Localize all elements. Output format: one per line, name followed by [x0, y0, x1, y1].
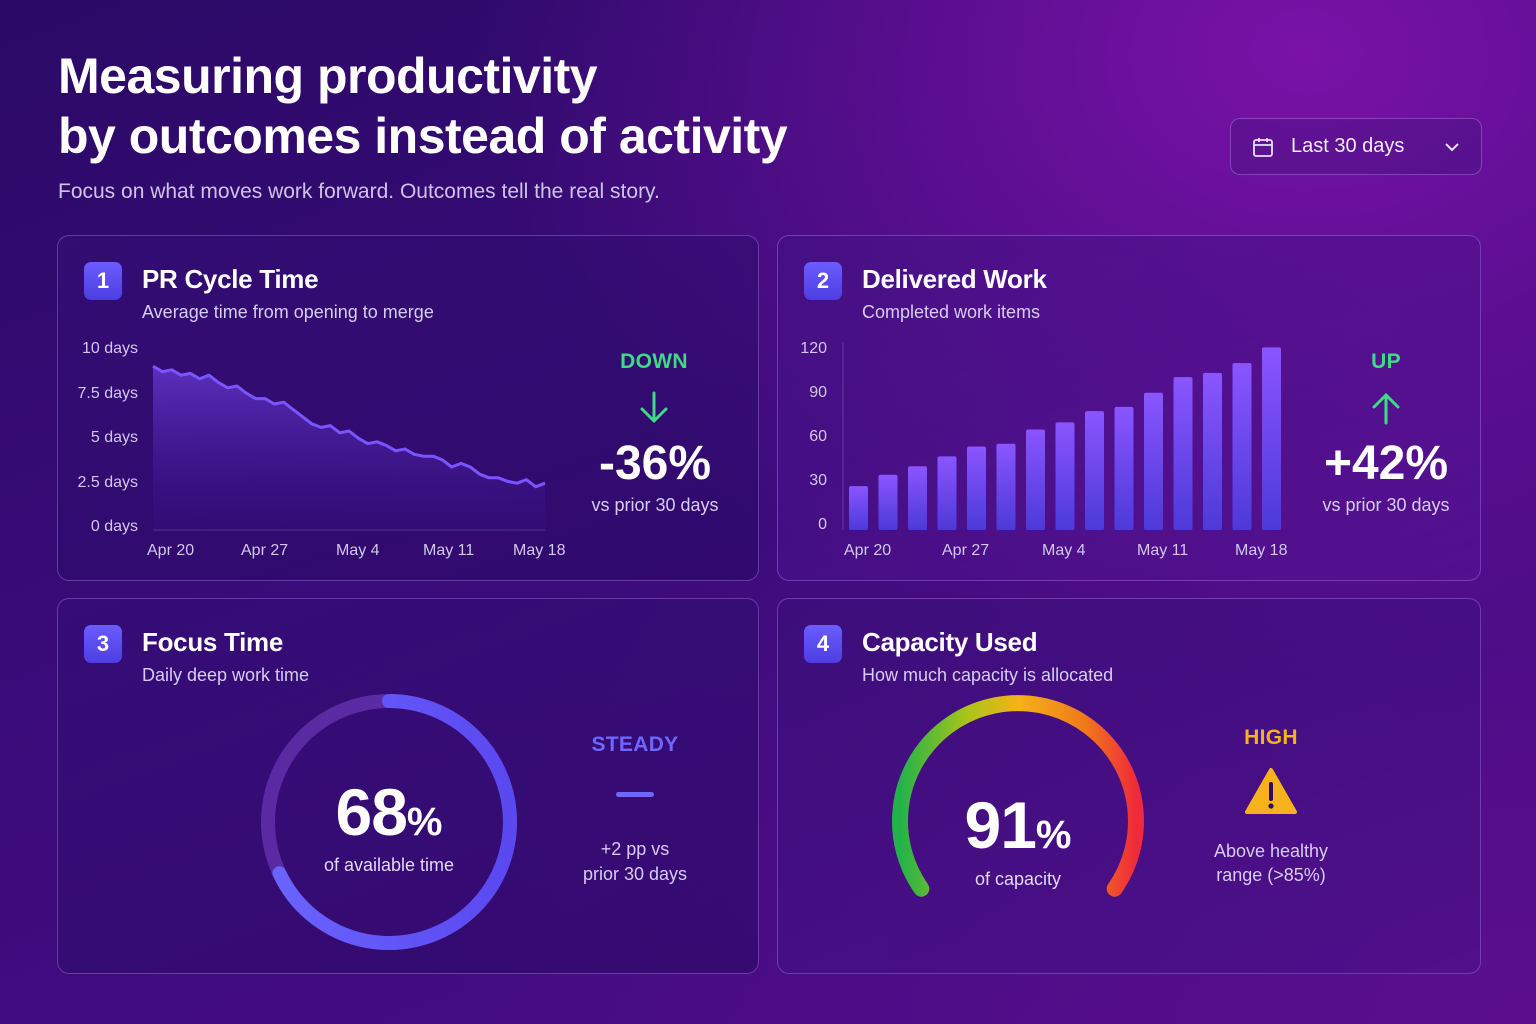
bar — [1026, 429, 1045, 530]
x-tick-label: Apr 20 — [147, 542, 195, 559]
y-tick-label: 5 days — [90, 429, 138, 446]
trend-note-line-2: prior 30 days — [582, 864, 688, 884]
bar — [1232, 363, 1252, 530]
trend-label: DOWN — [620, 350, 688, 373]
delivered-work-card: 2 Delivered Work Completed work items 12… — [777, 235, 1481, 581]
arrow-up-icon — [1372, 393, 1400, 425]
bar — [878, 474, 898, 530]
pr-cycle-area-chart — [152, 364, 546, 531]
y-tick-label: 7.5 days — [77, 385, 138, 402]
capacity-used-card: 4 Capacity Used How much capacity is all… — [777, 598, 1481, 974]
card-title: Focus Time — [142, 627, 284, 657]
bar — [1114, 406, 1134, 530]
focus-value: 68% — [258, 774, 520, 850]
y-tick-label: 60 — [809, 428, 827, 445]
y-tick-label: 120 — [800, 340, 827, 357]
arrow-down-icon — [640, 391, 668, 423]
capacity-value: 91% — [888, 787, 1148, 863]
bar — [937, 456, 957, 530]
bar — [1262, 347, 1281, 530]
x-tick-label: Apr 27 — [241, 542, 289, 559]
steady-dash-icon — [616, 792, 654, 797]
page-title-line-2: by outcomes instead of activity — [58, 108, 788, 164]
page-title: Measuring productivity by outcomes inste… — [58, 46, 788, 166]
bar — [1055, 422, 1075, 530]
trend-note-line-1: +2 pp vs — [600, 839, 670, 859]
card-number-badge: 1 — [84, 262, 122, 300]
x-tick-label: May 18 — [513, 542, 566, 559]
trend-note: vs prior 30 days — [1322, 495, 1450, 515]
trend-note-line-1: Above healthy — [1213, 841, 1329, 861]
x-tick-label: May 4 — [1042, 542, 1086, 559]
card-number-badge: 3 — [84, 625, 122, 663]
bar — [967, 446, 986, 530]
x-tick-label: May 4 — [336, 542, 380, 559]
trend-note: vs prior 30 days — [591, 495, 719, 515]
bar — [1085, 411, 1104, 530]
card-title: Capacity Used — [862, 627, 1038, 657]
focus-value-note: of available time — [323, 855, 455, 875]
warning-icon — [1245, 768, 1297, 814]
card-subtitle: Completed work items — [862, 302, 1041, 322]
donut-value-arc — [261, 694, 517, 950]
y-tick-label: 90 — [809, 384, 827, 401]
area-line — [152, 364, 546, 489]
focus-time-card: 3 Focus Time Daily deep work time 68% of… — [57, 598, 759, 974]
card-subtitle: Average time from opening to merge — [142, 302, 434, 322]
x-tick-label: May 18 — [1235, 542, 1288, 559]
pr-cycle-time-card: 1 PR Cycle Time Average time from openin… — [57, 235, 759, 581]
capacity-value-note: of capacity — [974, 869, 1062, 889]
bar — [1144, 392, 1163, 530]
page-title-line-1: Measuring productivity — [58, 48, 598, 104]
capacity-value-number: 91 — [964, 788, 1037, 862]
card-number-badge: 2 — [804, 262, 842, 300]
card-title: Delivered Work — [862, 264, 1047, 294]
gauge-value-arc — [892, 695, 1144, 897]
bar — [1203, 372, 1222, 530]
x-tick-label: May 11 — [1137, 542, 1189, 559]
trend-value: +42% — [1323, 437, 1449, 490]
y-tick-label: 2.5 days — [77, 474, 138, 491]
y-tick-label: 10 days — [81, 340, 138, 357]
trend-note-line-2: range (>85%) — [1216, 865, 1326, 885]
x-tick-label: Apr 27 — [942, 542, 990, 559]
chevron-down-icon — [1445, 142, 1459, 151]
date-range-dropdown[interactable]: Last 30 days — [1230, 118, 1482, 175]
trend-label: STEADY — [591, 733, 679, 756]
card-subtitle: Daily deep work time — [142, 665, 310, 685]
focus-value-unit: % — [406, 800, 443, 844]
delivered-work-bar-chart — [842, 342, 1281, 530]
date-range-label: Last 30 days — [1291, 135, 1405, 157]
capacity-gauge-chart — [892, 695, 1144, 897]
bar — [1173, 377, 1193, 530]
x-tick-label: May 11 — [423, 542, 475, 559]
y-tick-label: 30 — [809, 472, 827, 489]
trend-label: HIGH — [1244, 726, 1298, 749]
card-subtitle: How much capacity is allocated — [862, 665, 1114, 685]
page-subtitle: Focus on what moves work forward. Outcom… — [58, 180, 660, 203]
card-title: PR Cycle Time — [142, 264, 319, 294]
card-number-badge: 4 — [804, 625, 842, 663]
x-tick-label: Apr 20 — [844, 542, 892, 559]
trend-value: -36% — [598, 437, 712, 490]
area-fill — [153, 366, 545, 530]
y-tick-label: 0 days — [90, 518, 138, 535]
capacity-value-unit: % — [1035, 813, 1072, 857]
calendar-icon — [1253, 137, 1273, 157]
focus-value-number: 68 — [335, 775, 408, 849]
bar — [996, 443, 1016, 530]
bar — [849, 486, 868, 530]
bar — [908, 466, 927, 530]
trend-label: UP — [1371, 350, 1401, 373]
y-tick-label: 0 — [818, 516, 827, 533]
focus-time-donut-chart — [261, 694, 517, 950]
